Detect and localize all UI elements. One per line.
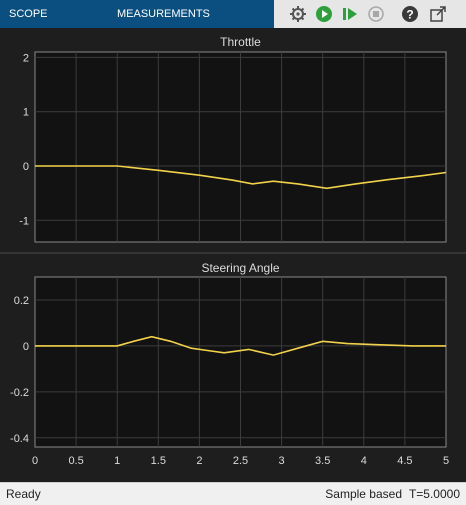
steering-title: Steering Angle	[201, 261, 279, 275]
x-tick-label: 0.5	[68, 455, 83, 467]
x-tick-label: 1.5	[151, 455, 166, 467]
x-tick-label: 5	[443, 455, 449, 467]
run-icon[interactable]	[314, 4, 334, 24]
x-tick-label: 3	[279, 455, 285, 467]
throttle-signal-line	[35, 165, 447, 190]
throttle-y-tick-label: 1	[23, 107, 29, 119]
x-tick-label: 2.5	[233, 455, 248, 467]
stop-icon[interactable]	[366, 4, 386, 24]
x-tick-label: 1	[114, 455, 120, 467]
steering-y-tick-label: -0.2	[10, 387, 29, 399]
scope-plot-area: 2 1 0 -1 Throttle 0.2 0 -0.2 -0.4 Steering Ang…	[0, 28, 466, 482]
steering-y-tick-label: 0	[23, 341, 29, 353]
step-forward-icon[interactable]	[340, 4, 360, 24]
toolbar: SCOPE MEASUREMENTS ?	[0, 0, 466, 28]
throttle-y-tick-label: -1	[19, 215, 29, 227]
undock-icon[interactable]	[428, 4, 448, 24]
x-tick-labels: 0 0.5 1 1.5 2 2.5 3 3.5 4 4.5 5	[32, 455, 449, 467]
throttle-grid	[35, 52, 446, 242]
steering-y-tick-label: -0.4	[10, 433, 29, 445]
settings-icon[interactable]	[288, 4, 308, 24]
steering-y-tick-label: 0.2	[14, 295, 29, 307]
status-text: Ready	[6, 487, 41, 501]
sim-time-text: T=5.0000	[408, 487, 460, 501]
sample-mode-text: Sample based	[325, 487, 402, 501]
x-tick-label: 4	[361, 455, 367, 467]
status-bar: Ready Sample based T=5.0000	[0, 482, 466, 505]
throttle-y-tick-label: 2	[23, 52, 29, 64]
steering-tick-labels: 0.2 0 -0.2 -0.4	[10, 295, 29, 445]
x-tick-label: 2	[196, 455, 202, 467]
svg-text:?: ?	[406, 8, 413, 22]
x-tick-label: 3.5	[315, 455, 330, 467]
scope-plots: 2 1 0 -1 Throttle 0.2 0 -0.2 -0.4 Steering Ang…	[0, 35, 466, 467]
tab-measurements[interactable]: MEASUREMENTS	[117, 8, 210, 20]
throttle-title: Throttle	[220, 35, 261, 49]
x-tick-label: 4.5	[397, 455, 412, 467]
tab-scope[interactable]: SCOPE	[9, 8, 48, 20]
help-icon[interactable]: ?	[400, 4, 420, 24]
throttle-y-tick-label: 0	[23, 161, 29, 173]
toolbar-button-group: ?	[274, 0, 466, 28]
steering-signal-line	[35, 335, 446, 356]
x-tick-label: 0	[32, 455, 38, 467]
throttle-tick-labels: 2 1 0 -1	[19, 52, 29, 227]
